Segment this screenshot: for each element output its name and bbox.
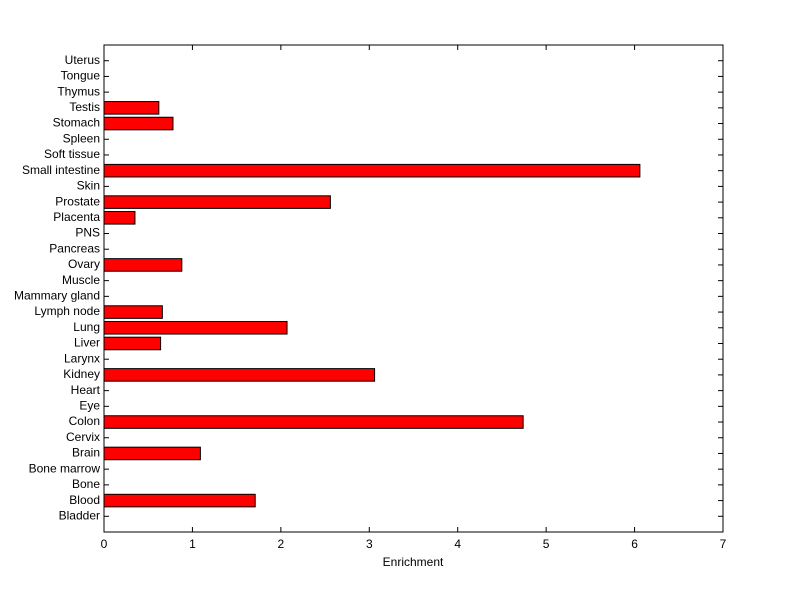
x-tick-label: 3	[366, 537, 373, 551]
x-tick-label: 5	[543, 537, 550, 551]
y-tick-label: Blood	[69, 493, 100, 507]
y-tick-label: Placenta	[53, 210, 100, 224]
y-tick-label: Prostate	[55, 194, 100, 208]
bar	[103, 101, 160, 115]
bar	[103, 163, 641, 178]
y-tick-label: Heart	[71, 383, 101, 397]
x-axis-label: Enrichment	[383, 555, 444, 569]
y-tick-label: Spleen	[63, 131, 100, 145]
bar	[103, 195, 331, 209]
y-tick-label: Muscle	[62, 273, 100, 287]
x-tick-label: 4	[454, 537, 461, 551]
y-tick-label: Lung	[73, 320, 100, 334]
y-tick-label: Soft tissue	[44, 147, 100, 161]
bar	[103, 258, 183, 272]
bar	[103, 336, 162, 351]
plot-frame	[103, 44, 724, 533]
y-tick-label: Pancreas	[49, 241, 100, 255]
y-tick-label: Stomach	[53, 116, 100, 130]
y-tick-label: Uterus	[65, 53, 100, 67]
y-tick-label: Bone marrow	[29, 461, 101, 475]
bar	[103, 493, 256, 508]
y-tick-label: Larynx	[64, 351, 100, 365]
y-tick-label: Small intestine	[22, 163, 100, 177]
y-tick-label: Colon	[69, 414, 100, 428]
bar	[103, 320, 288, 335]
y-tick-label: Ovary	[68, 257, 100, 271]
y-tick-label: Tongue	[61, 69, 101, 83]
bar	[103, 116, 174, 131]
x-tick-label: 1	[189, 537, 196, 551]
x-tick-label: 6	[631, 537, 638, 551]
bar	[103, 368, 376, 382]
y-tick-label: PNS	[75, 226, 100, 240]
y-tick-label: Skin	[77, 179, 100, 193]
y-tick-label: Mammary gland	[14, 289, 100, 303]
x-tick-label: 7	[720, 537, 727, 551]
y-tick-label: Kidney	[63, 367, 100, 381]
x-tick-label: 0	[101, 537, 108, 551]
bar	[103, 305, 163, 319]
x-tick-label: 2	[278, 537, 285, 551]
y-tick-label: Lymph node	[34, 304, 100, 318]
bar	[103, 211, 136, 225]
y-tick-label: Bone	[72, 477, 100, 491]
y-tick-label: Testis	[69, 100, 100, 114]
y-tick-label: Brain	[72, 446, 100, 460]
y-tick-label: Thymus	[57, 84, 100, 98]
y-tick-label: Bladder	[59, 508, 100, 522]
y-tick-label: Liver	[74, 336, 100, 350]
y-tick-label: Eye	[79, 398, 100, 412]
bar	[103, 446, 201, 461]
y-tick-label: Cervix	[66, 430, 100, 444]
bar	[103, 415, 524, 429]
